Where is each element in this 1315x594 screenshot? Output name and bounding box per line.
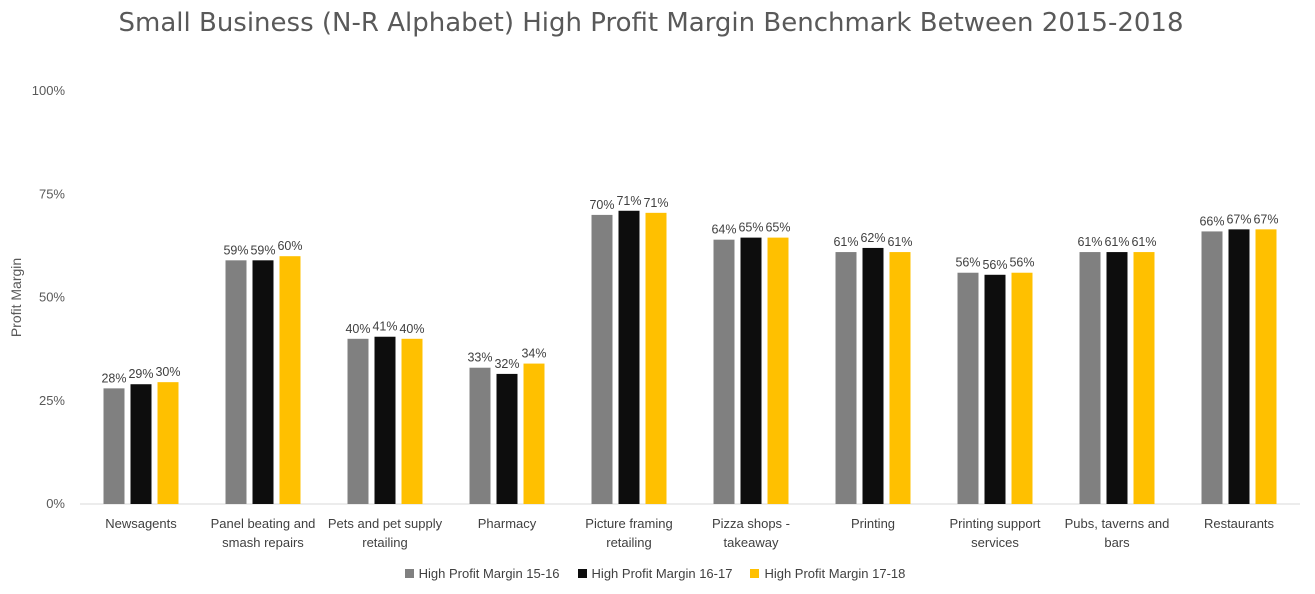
bar [1255,229,1277,505]
category-label: Printing support [949,516,1040,531]
legend-swatch [577,569,587,578]
y-tick-label: 50% [39,290,65,305]
bar [1079,252,1101,504]
bar [767,237,789,505]
category-label: Pets and pet supply [328,516,443,531]
category-labels: Newsagents Panel beating and smash repairs… [105,516,1274,550]
data-label: 56% [1009,256,1034,270]
data-label: 70% [589,198,614,212]
bar [469,367,491,504]
y-axis-title: Profit Margin [8,258,24,337]
bar [496,373,518,504]
category-label: smash repairs [222,535,304,550]
bar [591,214,613,504]
y-axis-title-group: Profit Margin [8,258,24,337]
bar [252,260,274,504]
category-label: Picture framing [585,516,672,531]
category-label: bars [1104,535,1130,550]
category-label: Pharmacy [478,516,537,531]
data-label: 61% [1131,235,1156,249]
data-label: 61% [887,235,912,249]
bar [157,382,179,504]
data-label: 71% [616,194,641,208]
legend-swatch [404,569,414,578]
bar [889,252,911,504]
bar [713,239,735,504]
y-tick-labels: 0% 25% 50% 75% 100% [32,83,66,511]
bar [740,237,762,505]
data-label: 56% [955,256,980,270]
bar [984,274,1006,504]
data-label: 61% [833,235,858,249]
data-label: 71% [643,196,668,210]
bar [103,388,125,504]
bar [1201,231,1223,505]
data-label: 67% [1226,212,1251,226]
legend-item: High Profit Margin 15-16 [404,566,560,581]
category-label: Panel beating and [211,516,316,531]
y-tick-label: 0% [46,496,65,511]
bar [374,336,396,504]
category-label: Pubs, taverns and [1065,516,1170,531]
bar [618,210,640,504]
category-label: Printing [851,516,895,531]
data-label: 65% [765,221,790,235]
bar [523,363,545,504]
legend-item: High Profit Margin 16-17 [577,566,733,581]
bar [862,247,884,504]
data-label: 41% [372,320,397,334]
bar [401,338,423,504]
data-label: 59% [250,243,275,257]
category-label: Pizza shops - [712,516,790,531]
data-label: 59% [223,243,248,257]
y-tick-label: 25% [39,393,65,408]
bar [645,212,667,504]
category-label: takeaway [724,535,779,550]
y-tick-label: 100% [32,83,66,98]
category-label: services [971,535,1019,550]
bar [130,384,152,504]
category-label: Newsagents [105,516,177,531]
data-label: 32% [494,357,519,371]
data-label: 30% [155,365,180,379]
bar [225,260,247,504]
legend-label: High Profit Margin 16-17 [591,566,733,581]
data-label: 67% [1253,212,1278,226]
data-label: 40% [399,322,424,336]
data-label: 65% [738,221,763,235]
bar [1106,252,1128,504]
data-label: 61% [1104,235,1129,249]
legend-label: High Profit Margin 17-18 [764,566,906,581]
data-label: 29% [128,367,153,381]
legend-swatch [750,569,760,578]
data-label: 56% [982,258,1007,272]
data-label: 34% [521,347,546,361]
data-label: 28% [101,371,126,385]
bar [347,338,369,504]
data-label: 40% [345,322,370,336]
legend-label: High Profit Margin 15-16 [418,566,560,581]
category-label: Restaurants [1204,516,1275,531]
y-tick-label: 75% [39,186,65,201]
legend-item: High Profit Margin 17-18 [750,566,905,581]
data-label: 61% [1077,235,1102,249]
data-labels: 28% 29% 30%59% 59% 60%40% 41% 40%33% 32%34%70% 7… [101,194,1278,386]
category-label: retailing [362,535,408,550]
bar [279,256,301,504]
category-label: retailing [606,535,652,550]
bar [1011,272,1033,504]
chart-title: Small Business (N-R Alphabet) High Profi… [118,8,1184,38]
bars [103,210,1277,505]
data-label: 64% [711,223,736,237]
bar [835,252,857,504]
bar [1133,252,1155,504]
data-label: 33% [467,351,492,365]
data-label: 66% [1199,214,1224,228]
bar [1228,229,1250,505]
legend: High Profit Margin 15-16 High Profit Marg… [0,566,1310,581]
data-label: 60% [277,239,302,253]
bar [957,272,979,504]
data-label: 62% [860,231,885,245]
